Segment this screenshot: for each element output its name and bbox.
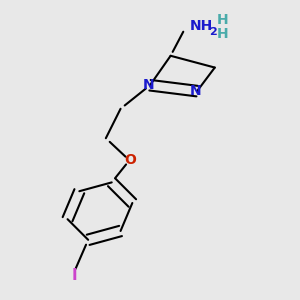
Text: 2: 2	[209, 27, 217, 37]
Text: H: H	[217, 14, 229, 27]
Text: I: I	[71, 268, 77, 283]
Text: O: O	[124, 153, 136, 167]
Text: N: N	[190, 84, 202, 98]
Text: NH: NH	[190, 19, 213, 33]
Text: N: N	[142, 78, 154, 92]
Text: H: H	[217, 27, 229, 41]
